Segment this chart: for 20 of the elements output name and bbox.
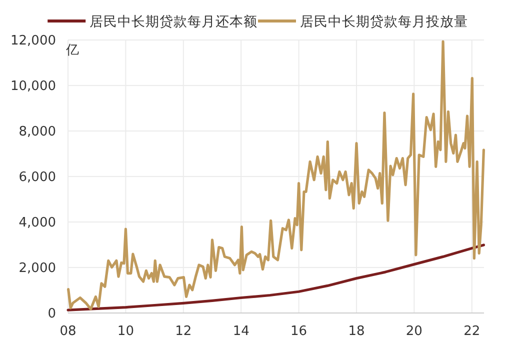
x-tick-label: 22 — [464, 324, 480, 339]
y-tick-label: 2,000 — [18, 261, 56, 276]
y-tick-label: 10,000 — [10, 79, 56, 94]
y-tick-label: 4,000 — [18, 216, 56, 231]
x-tick-label: 12 — [175, 324, 192, 339]
line-series — [66, 40, 486, 310]
y-tick-label: 8,000 — [18, 124, 56, 140]
x-tick-label: 10 — [117, 324, 134, 339]
x-tick-label: 20 — [406, 324, 422, 339]
y-tick-label: 6,000 — [18, 170, 56, 186]
x-tick-label: 14 — [232, 324, 250, 339]
y-tick-label: 12,000 — [10, 34, 56, 49]
line-series — [66, 244, 486, 312]
x-tick-label: 18 — [348, 324, 365, 339]
y-axis-title: 亿 — [65, 43, 79, 58]
x-tick-label: 16 — [290, 324, 308, 339]
legend-label: 居民中长期贷款每月投放量 — [300, 14, 468, 30]
y-tick-label: 0 — [48, 306, 56, 322]
x-tick-label: 08 — [60, 324, 76, 339]
legend-label: 居民中长期贷款每月还本额 — [90, 14, 258, 30]
